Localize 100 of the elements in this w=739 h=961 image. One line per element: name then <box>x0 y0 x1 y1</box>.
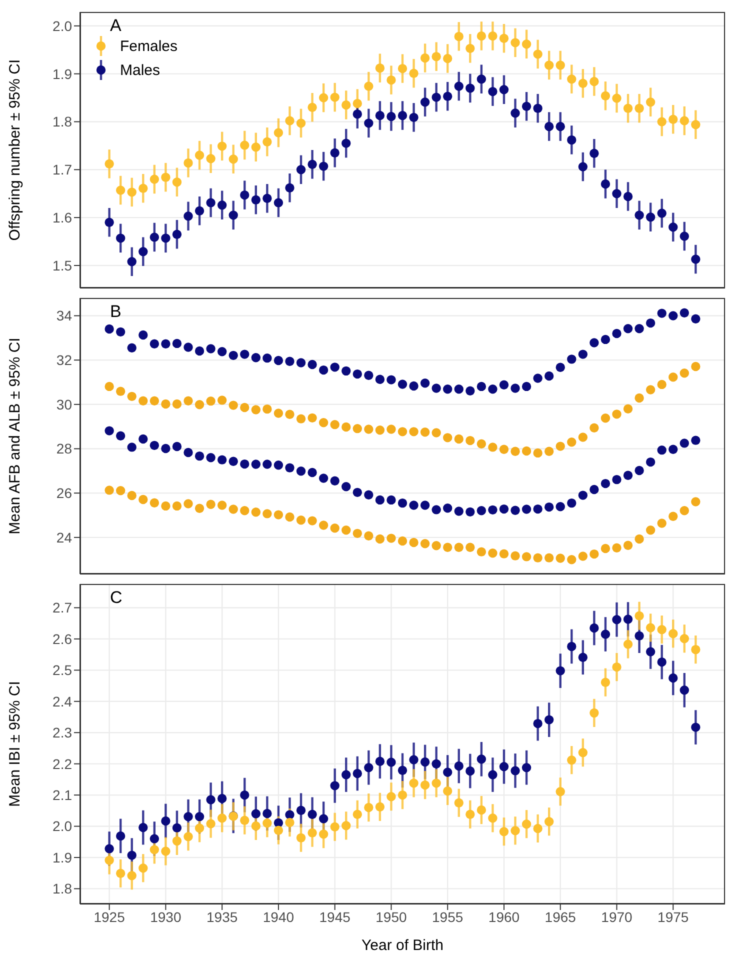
point <box>420 53 430 63</box>
point <box>556 60 565 70</box>
point <box>104 159 114 168</box>
point <box>466 84 475 93</box>
point <box>342 770 351 780</box>
point <box>691 436 700 445</box>
point <box>262 353 272 363</box>
point <box>127 188 136 197</box>
point <box>657 657 666 667</box>
point <box>600 678 610 687</box>
point <box>668 372 678 382</box>
point <box>206 453 216 462</box>
point <box>691 254 700 264</box>
y-tick-label: 1.9 <box>52 66 72 82</box>
point <box>274 460 284 470</box>
y-tick-label: 2.6 <box>52 630 72 647</box>
point <box>138 396 148 406</box>
point <box>330 362 340 372</box>
point <box>150 834 160 844</box>
point <box>544 502 554 512</box>
point <box>578 162 588 172</box>
point <box>454 434 464 444</box>
point <box>432 759 441 768</box>
point <box>352 369 362 379</box>
point <box>476 74 486 84</box>
point <box>296 833 306 842</box>
point <box>466 386 475 396</box>
point <box>274 818 284 828</box>
point <box>285 410 294 419</box>
point <box>612 662 622 672</box>
point <box>499 549 509 558</box>
y-tick-label: 2.3 <box>52 724 72 741</box>
point <box>533 553 542 562</box>
point <box>420 500 430 510</box>
point <box>127 490 136 500</box>
point <box>646 318 656 328</box>
point <box>634 631 644 640</box>
point <box>476 754 486 764</box>
point <box>228 400 238 410</box>
point <box>476 547 486 556</box>
point <box>161 846 170 856</box>
point <box>533 104 542 113</box>
point <box>262 404 272 414</box>
point <box>375 534 385 544</box>
point <box>285 512 294 522</box>
point <box>217 347 227 356</box>
point <box>285 810 294 820</box>
point <box>510 826 520 836</box>
point <box>409 68 418 78</box>
point <box>375 495 385 505</box>
point <box>127 850 136 860</box>
point <box>116 327 126 337</box>
point <box>623 192 633 202</box>
point <box>691 120 700 130</box>
point <box>342 366 351 376</box>
point <box>330 524 340 533</box>
y-tick-label: 1.9 <box>52 849 72 866</box>
point <box>466 507 475 517</box>
point <box>600 544 610 554</box>
point <box>161 444 170 454</box>
point <box>251 195 261 204</box>
point <box>668 222 678 232</box>
point <box>420 97 430 107</box>
y-tick-label: 1.8 <box>52 880 72 897</box>
point <box>240 459 250 469</box>
point <box>251 142 261 152</box>
point <box>443 92 452 101</box>
point <box>251 809 261 818</box>
point <box>623 640 633 649</box>
point <box>375 63 385 73</box>
y-tick-label: 1.6 <box>52 210 72 226</box>
point <box>488 31 498 41</box>
point <box>443 384 452 394</box>
point <box>161 816 170 826</box>
point <box>342 526 351 535</box>
point <box>600 478 610 488</box>
point <box>600 179 610 189</box>
point <box>398 766 408 775</box>
point <box>454 32 464 42</box>
point <box>364 82 374 91</box>
point <box>194 812 204 822</box>
point <box>476 805 486 815</box>
point <box>544 816 554 826</box>
point <box>488 814 498 823</box>
point <box>499 444 509 454</box>
point <box>285 356 294 366</box>
legend-label: Males <box>120 62 160 78</box>
point <box>330 781 340 790</box>
point <box>330 476 340 486</box>
point <box>386 75 396 85</box>
point <box>443 54 452 64</box>
y-axis-title: Mean IBI ± 95% CI <box>6 681 24 807</box>
point <box>251 821 261 831</box>
point <box>646 457 656 467</box>
point <box>318 418 328 428</box>
point <box>556 554 565 563</box>
point <box>228 210 238 220</box>
point <box>533 504 542 514</box>
point <box>184 499 193 508</box>
point <box>116 186 126 195</box>
